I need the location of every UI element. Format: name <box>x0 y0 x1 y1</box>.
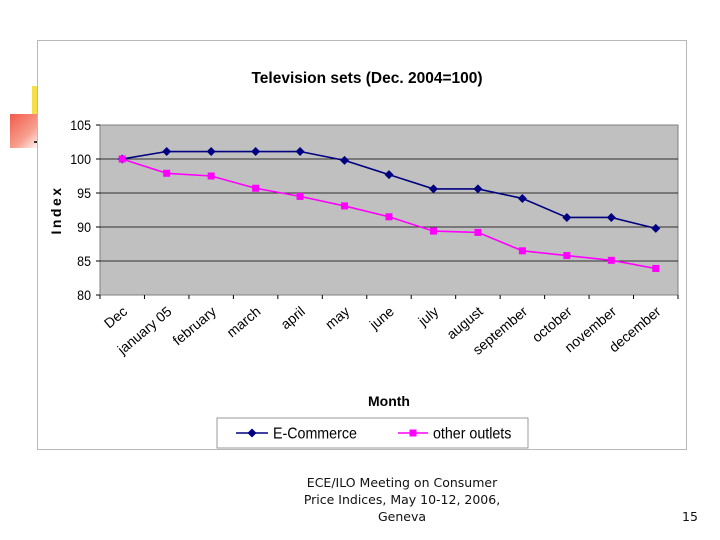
x-tick-label: july <box>414 303 441 329</box>
page-number: 15 <box>682 509 698 524</box>
x-tick-label: march <box>223 303 263 340</box>
data-point-ecommerce <box>384 170 394 180</box>
footer-line-3: Geneva <box>377 509 427 524</box>
y-tick-label: 85 <box>77 254 91 270</box>
data-point-other-outlets <box>163 169 171 177</box>
data-point-ecommerce <box>651 223 661 233</box>
plot-area <box>99 124 679 296</box>
x-tick-label: may <box>322 303 353 332</box>
data-point-other-outlets <box>118 155 126 163</box>
data-point-ecommerce <box>562 212 572 222</box>
legend-label-1: other outlets <box>433 426 511 443</box>
data-point-other-outlets <box>296 192 304 200</box>
y-tick-label: 90 <box>77 220 91 236</box>
y-tick-label: 100 <box>70 152 91 168</box>
legend-marker-square <box>409 429 417 437</box>
legend-box <box>216 417 529 449</box>
data-point-other-outlets <box>563 252 571 260</box>
x-tick-label: february <box>169 303 219 348</box>
data-point-other-outlets <box>518 247 526 255</box>
y-axis-label: Index <box>48 185 64 234</box>
data-point-ecommerce <box>340 155 350 165</box>
data-point-other-outlets <box>252 184 260 192</box>
data-point-other-outlets <box>207 172 215 180</box>
data-point-ecommerce <box>251 147 261 157</box>
chart-title: Television sets (Dec. 2004=100) <box>251 70 482 87</box>
footer-text: ECE/ILO Meeting on Consumer Price Indice… <box>292 474 512 525</box>
footer-line-2: Price Indices, May 10-12, 2006, <box>303 492 501 507</box>
x-tick-label: april <box>277 303 308 332</box>
decorative-dash <box>34 141 39 143</box>
y-tick-label: 80 <box>77 288 91 304</box>
x-tick-label: Dec <box>101 303 130 331</box>
footer-line-1: ECE/ILO Meeting on Consumer <box>306 475 498 490</box>
data-point-ecommerce <box>606 212 616 222</box>
data-point-other-outlets <box>652 264 660 272</box>
y-tick-label: 95 <box>77 186 91 202</box>
data-point-other-outlets <box>385 213 393 221</box>
data-point-ecommerce <box>162 147 172 157</box>
legend-marker-diamond <box>247 428 257 438</box>
data-point-other-outlets <box>341 202 349 210</box>
data-point-ecommerce <box>295 147 305 157</box>
data-point-other-outlets <box>607 256 615 264</box>
data-point-ecommerce <box>428 184 438 194</box>
data-point-other-outlets <box>429 227 437 235</box>
x-tick-label: june <box>366 303 397 333</box>
data-point-ecommerce <box>206 147 216 157</box>
legend-label-0: E-Commerce <box>273 426 357 443</box>
data-point-ecommerce <box>517 193 527 203</box>
data-point-other-outlets <box>474 228 482 236</box>
y-tick-label: 105 <box>70 118 91 134</box>
data-point-ecommerce <box>473 184 483 194</box>
x-axis-label: Month <box>368 393 410 409</box>
